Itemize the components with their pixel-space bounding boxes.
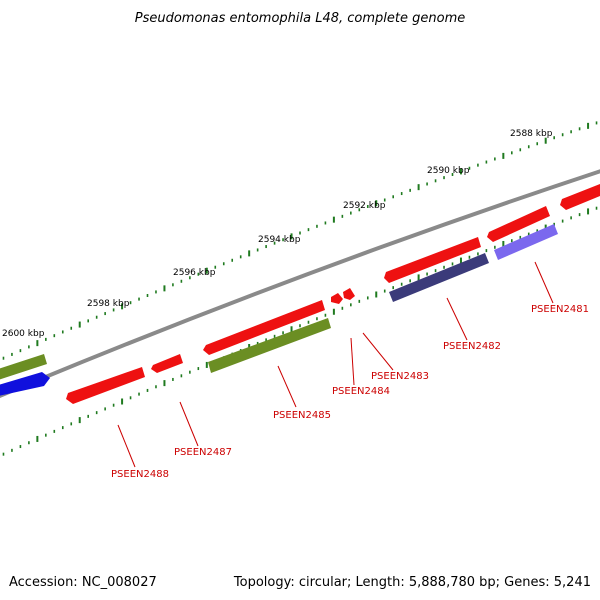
gene-feature[interactable]: [389, 253, 489, 302]
gene-label-leaders: [117, 261, 554, 468]
gene-label[interactable]: PSEEN2482: [443, 341, 501, 352]
scale-label: 2596 kbp: [173, 268, 216, 278]
gene-label[interactable]: PSEEN2487: [174, 447, 232, 458]
gene-feature[interactable]: [0, 354, 47, 380]
gene-label[interactable]: PSEEN2483: [371, 371, 429, 382]
gene-feature[interactable]: [331, 293, 343, 304]
gene-feature[interactable]: [343, 288, 355, 300]
genome-backbone: [0, 169, 600, 398]
gene-label[interactable]: PSEEN2484: [332, 386, 390, 397]
gene-labels: PSEEN2481 PSEEN2482 PSEEN2483 PSEEN2484 …: [111, 304, 589, 480]
outer-tick-ring: [2, 121, 598, 360]
scale-label: 2600 kbp: [2, 329, 45, 339]
gene-features: [0, 182, 600, 404]
gene-label[interactable]: PSEEN2488: [111, 469, 169, 480]
gene-feature[interactable]: [0, 372, 50, 396]
scale-labels: 2588 kbp 2590 kbp 2592 kbp 2594 kbp 2596…: [2, 129, 553, 339]
scale-label: 2590 kbp: [427, 166, 470, 176]
gene-feature[interactable]: [487, 206, 550, 242]
gene-feature[interactable]: [560, 182, 600, 210]
gene-feature[interactable]: [208, 318, 331, 373]
gene-feature[interactable]: [384, 237, 481, 283]
scale-label: 2592 kbp: [343, 201, 386, 211]
accession-text: Accession: NC_008027: [9, 575, 157, 590]
gene-feature[interactable]: [151, 354, 183, 373]
gene-label[interactable]: PSEEN2485: [273, 410, 331, 421]
inner-tick-ring: [2, 206, 598, 456]
scale-label: 2598 kbp: [87, 299, 130, 309]
genome-summary-text: Topology: circular; Length: 5,888,780 bp…: [233, 575, 591, 590]
map-title: Pseudomonas entomophila L48, complete ge…: [135, 11, 466, 26]
scale-label: 2594 kbp: [258, 235, 301, 245]
gene-feature[interactable]: [494, 224, 558, 260]
scale-label: 2588 kbp: [510, 129, 553, 139]
gene-feature[interactable]: [203, 300, 325, 355]
gene-feature[interactable]: [66, 367, 145, 404]
gene-label[interactable]: PSEEN2481: [531, 304, 589, 315]
